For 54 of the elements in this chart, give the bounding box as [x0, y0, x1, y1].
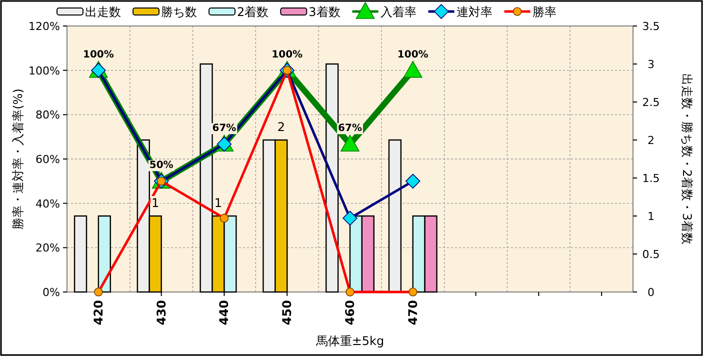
point	[403, 60, 422, 78]
point	[340, 134, 360, 152]
x-tick-label: 460	[343, 300, 357, 326]
legend-label: 入着率	[380, 5, 416, 19]
y2-tick-label: 1	[648, 210, 654, 223]
legend-入着率: 入着率	[352, 2, 416, 19]
y-tick-label: 60%	[36, 153, 60, 166]
legend-label: 3着数	[308, 5, 340, 19]
legend-連対率: 連対率	[428, 4, 492, 20]
x-tick-label: 420	[91, 300, 106, 326]
legend-label: 出走数	[85, 5, 121, 19]
data-label: 67%	[212, 123, 236, 134]
y2-tick-label: 2	[648, 134, 654, 147]
y2-tick-label: 2.5	[642, 96, 660, 109]
y2-tick-label: 1.5	[642, 172, 660, 185]
data-label: 67%	[338, 123, 362, 134]
bar	[74, 215, 88, 293]
legend-勝ち数: 勝ち数	[132, 5, 197, 19]
legend-出走数: 出走数	[56, 5, 121, 19]
bar	[98, 215, 111, 293]
data-label: 100%	[272, 49, 303, 60]
y-tick-label: 120%	[28, 20, 60, 33]
y-tick-label: 40%	[36, 197, 60, 210]
x-tick-label: 430	[154, 300, 168, 326]
legend-label: 勝率	[532, 5, 556, 19]
y-tick-label: 80%	[36, 108, 60, 122]
data-label: 100%	[82, 49, 114, 60]
y-tick-label: 20%	[36, 242, 60, 255]
data-label: 2	[277, 120, 285, 134]
x-tick-label: 470	[406, 300, 420, 326]
y-axis-title: 勝率・連対率・入着率(%)	[11, 88, 25, 230]
y2-tick-label: 3	[648, 58, 654, 71]
legend-勝率: 勝率	[504, 5, 556, 19]
legend-label: 2着数	[237, 5, 269, 19]
y-tick-label: 100%	[28, 64, 60, 78]
x-axis-title: 馬体重±5kg	[314, 334, 384, 348]
bar	[388, 139, 402, 293]
x-tick-label: 450	[280, 300, 294, 326]
legend-label: 連対率	[456, 5, 492, 19]
y-tick-label: 0%	[42, 286, 60, 299]
y2-tick-label: 0.5	[642, 248, 660, 261]
y2-axis-title: 出走数・勝ち数・2着数・3着数	[680, 73, 694, 245]
point	[342, 210, 358, 226]
y2-tick-label: 0	[648, 286, 654, 299]
y2-tick-label: 3.5	[642, 20, 660, 33]
data-label: 50%	[149, 160, 174, 172]
x-tick-label: 440	[217, 300, 232, 326]
data-label: 1	[152, 196, 160, 210]
data-label: 1	[214, 196, 222, 210]
legend-label: 勝ち数	[161, 5, 197, 19]
bar	[424, 215, 438, 293]
bar	[361, 215, 374, 293]
data-label: 100%	[397, 49, 428, 60]
point	[405, 174, 420, 189]
